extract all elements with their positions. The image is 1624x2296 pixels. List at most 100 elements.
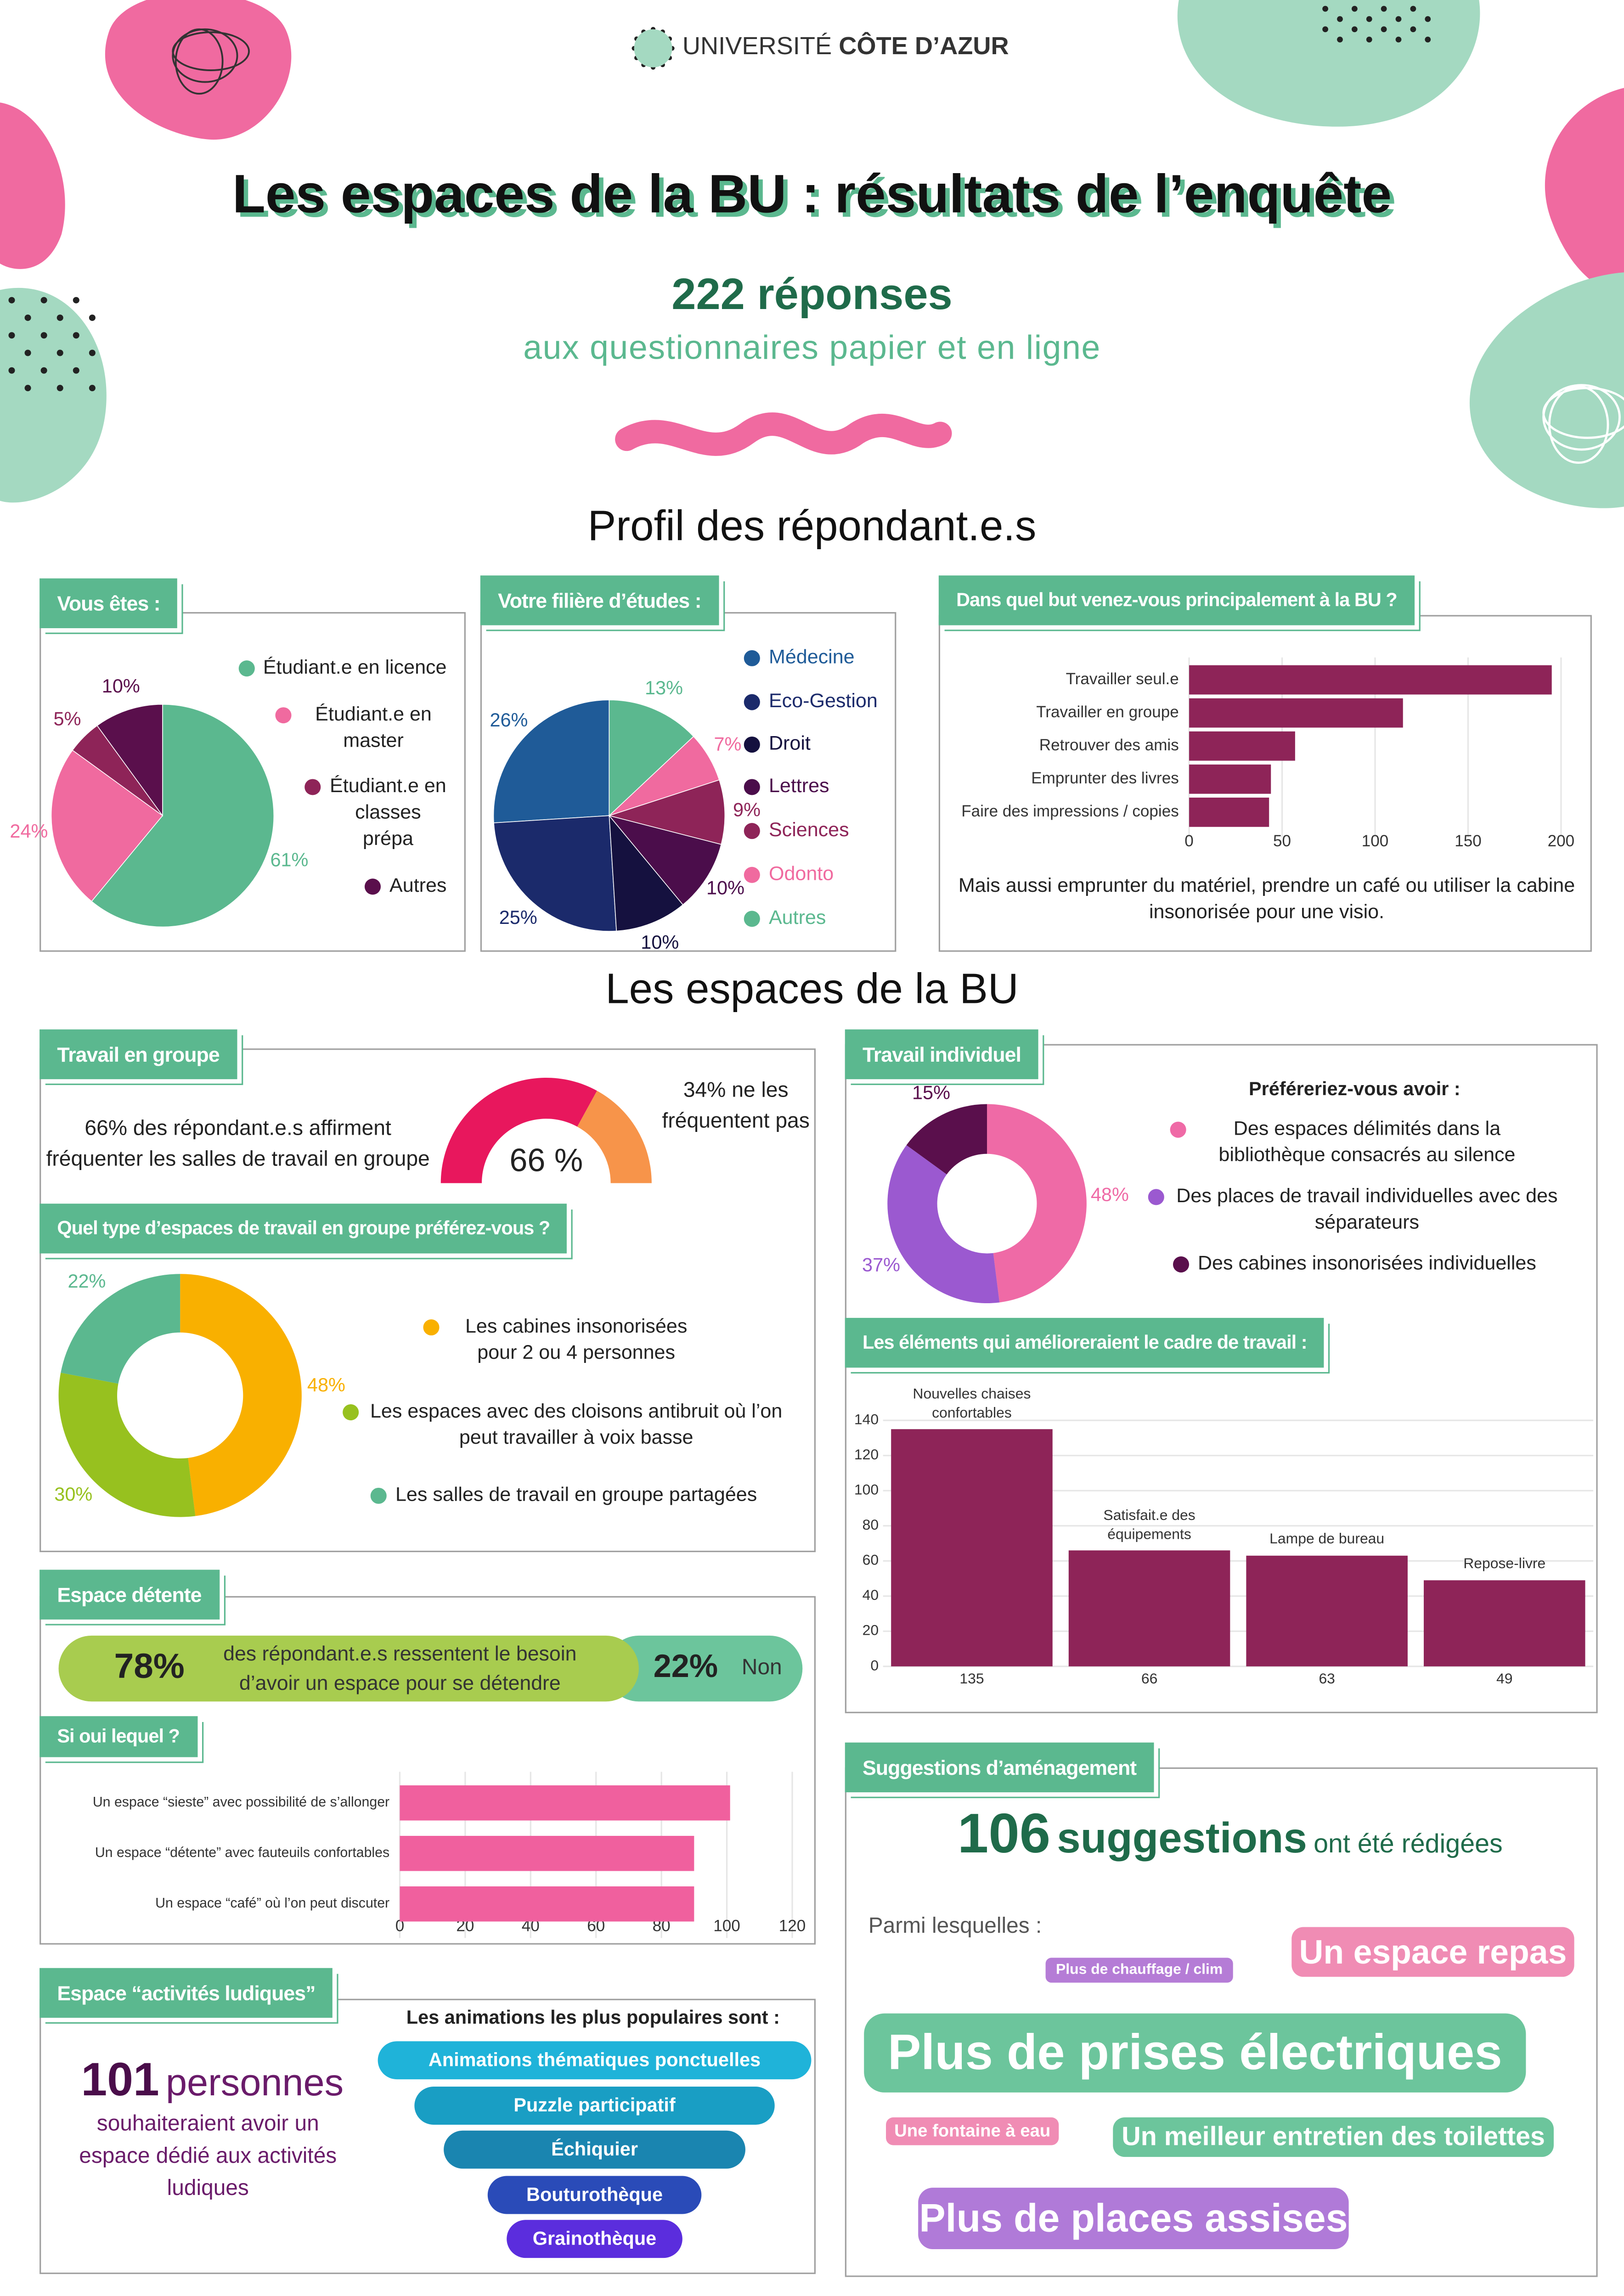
legend-label: Médecine — [768, 646, 855, 668]
bar-segment — [58, 1635, 639, 1702]
suggestion: Plus de chauffage / clim — [1045, 1958, 1233, 1983]
games-unit: personnes — [165, 2060, 344, 2105]
value-label: 48% — [307, 1374, 345, 1396]
scribble — [172, 28, 250, 95]
annotation: 34% ne les fréquentent pas — [662, 1079, 810, 1134]
games-text: souhaiteraient avoir un espace dédié aux… — [79, 2111, 337, 2201]
dot — [73, 332, 79, 339]
bar — [1189, 764, 1271, 794]
value-label: 15% — [912, 1081, 950, 1103]
dot — [1337, 36, 1343, 43]
suggestion: Plus de prises électriques — [864, 2013, 1526, 2093]
slice — [493, 699, 610, 823]
y-tick-label: 80 — [863, 1516, 879, 1533]
bar — [1068, 1550, 1230, 1666]
legend-dot — [364, 878, 381, 895]
slice — [96, 704, 163, 817]
dot — [1425, 36, 1431, 43]
value-label: 10% — [102, 675, 140, 697]
suggestions-headline: 106 suggestions ont été rédigées — [879, 1804, 1581, 1867]
category-label: Nouvelles chaises confortables — [913, 1386, 1031, 1422]
dot — [56, 314, 63, 321]
legend-item: Eco-Gestion — [744, 688, 905, 715]
y-tick-label: 140 — [854, 1411, 879, 1428]
dot — [1410, 6, 1416, 12]
y-tick-label: Faire des impressions / copies — [961, 802, 1179, 820]
x-tick-label: 200 — [1548, 832, 1575, 850]
legend-dot — [238, 660, 254, 677]
dot — [89, 314, 96, 321]
legend-label: Autres — [389, 874, 447, 896]
x-tick-label: 0 — [1184, 832, 1194, 850]
y-tick-label: 60 — [863, 1552, 879, 1568]
slice — [609, 736, 720, 816]
dot — [40, 297, 47, 304]
logo-mark — [634, 29, 672, 68]
x-tick-label: 150 — [1455, 832, 1482, 850]
value-label: 7% — [714, 733, 741, 755]
section-title: Les espaces de la BU — [605, 966, 1019, 1013]
legend-item: Odonto — [744, 861, 905, 887]
x-tick-label: 50 — [1273, 832, 1291, 850]
dot — [24, 314, 31, 321]
legend-item: Étudiant.e en master — [191, 701, 447, 754]
value-label: 63 — [1319, 1670, 1335, 1687]
dot — [24, 385, 31, 392]
legend-dot — [275, 707, 292, 724]
dot — [1425, 16, 1431, 22]
dot — [56, 349, 63, 356]
bar — [400, 1835, 694, 1871]
slice — [51, 749, 164, 902]
section-title: Profil des répondant.e.s — [587, 503, 1037, 551]
dot — [40, 332, 47, 339]
legend-item: Autres — [191, 873, 447, 899]
dot — [1351, 6, 1358, 12]
legend-item: Des cabines insonorisées individuelles — [1135, 1250, 1574, 1277]
value-label: 78% — [114, 1647, 185, 1686]
subtitle: aux questionnaires papier et en ligne — [523, 328, 1101, 366]
bar — [1189, 698, 1403, 728]
slice — [609, 814, 684, 932]
legend-item: Sciences — [744, 817, 905, 843]
y-tick-label: 0 — [870, 1657, 879, 1673]
value-label: 22% — [654, 1648, 718, 1684]
value-label: 10% — [706, 877, 744, 899]
slice — [180, 1274, 302, 1516]
bar — [1246, 1555, 1408, 1666]
category-label: Non — [742, 1655, 782, 1679]
suggestion: Plus de places assises — [918, 2188, 1349, 2249]
bar-segment — [606, 1635, 803, 1702]
legend-label: Droit — [768, 732, 811, 754]
legend-label: Odonto — [768, 862, 834, 885]
dot — [1381, 26, 1387, 33]
legend-label: Des cabines insonorisées individuelles — [1197, 1252, 1536, 1274]
value-label: 5% — [54, 708, 81, 730]
dot — [1337, 16, 1343, 22]
legend-dot — [744, 694, 760, 710]
dot — [8, 367, 15, 374]
slice — [61, 1274, 180, 1384]
chart-note: Mais aussi emprunter du matériel, prendr… — [958, 874, 1575, 923]
legend-dot — [744, 911, 760, 927]
logo-prefix: UNIVERSITÉ — [682, 32, 832, 60]
value-label: 30% — [54, 1483, 92, 1505]
y-tick-label: Un espace “café” où l’on peut discuter — [155, 1896, 389, 1911]
blob — [1177, 0, 1480, 127]
y-tick-label: Travailler seul.e — [1066, 670, 1179, 688]
legend-dot — [1148, 1189, 1164, 1205]
dot — [1351, 26, 1358, 33]
panel-title: Espace “activités ludiques” — [39, 1968, 333, 2018]
blob — [0, 102, 65, 269]
panel-title: Espace détente — [39, 1570, 219, 1620]
response-count: 222 réponses — [671, 270, 953, 320]
value-label: 22% — [68, 1270, 106, 1292]
legend-item: Des places de travail individuelles avec… — [1135, 1183, 1574, 1236]
slice — [91, 704, 274, 928]
legend-item: Des espaces délimités dans la bibliothèq… — [1135, 1116, 1574, 1169]
dot — [1366, 16, 1372, 22]
legend-label: Autres — [768, 906, 826, 929]
dot — [24, 349, 31, 356]
games-number: 101 — [81, 2053, 159, 2106]
